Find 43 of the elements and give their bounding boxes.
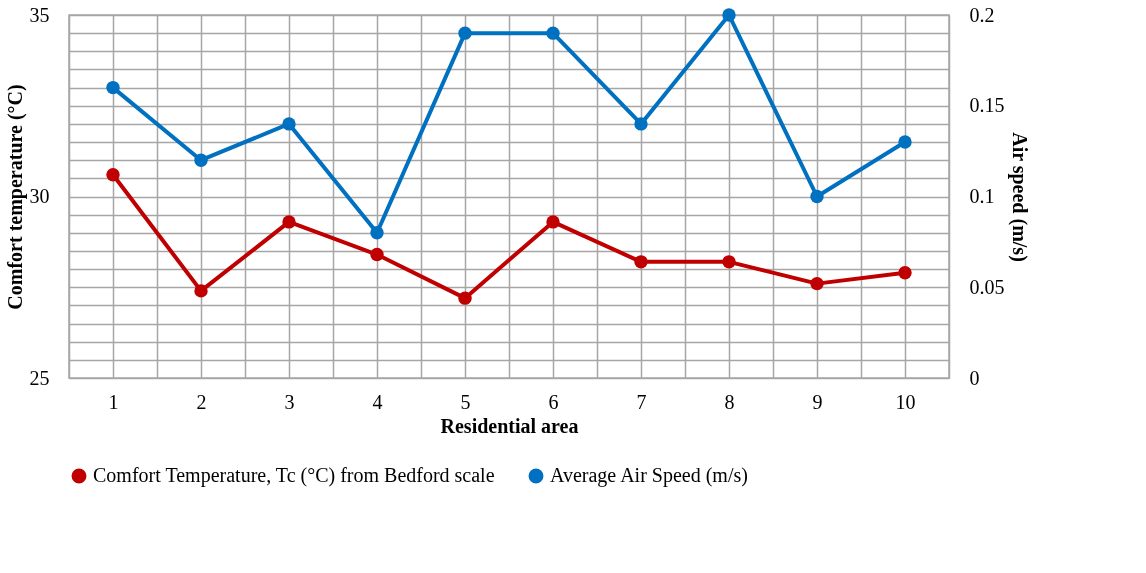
legend-label: Comfort Temperature, Tc (°C) from Bedford scale	[93, 464, 495, 487]
y-tick-label: 35	[29, 3, 50, 26]
point	[194, 284, 208, 298]
y-axis-title: Comfort temperature (°C)	[3, 84, 27, 310]
point	[722, 255, 736, 269]
y2-tick-label: 0	[969, 366, 980, 389]
point	[898, 266, 912, 280]
point	[458, 291, 472, 305]
x-tick-label: 10	[895, 390, 916, 413]
point	[282, 117, 296, 131]
point	[546, 26, 560, 40]
y2-tick-label: 0.2	[969, 3, 995, 26]
x-tick-label: 1	[108, 390, 119, 413]
point	[546, 215, 560, 229]
x-tick-label: 6	[548, 390, 559, 413]
x-tick-label: 7	[636, 390, 647, 413]
x-tick-label: 4	[372, 390, 383, 413]
point	[106, 80, 120, 95]
x-axis-title: Residential area	[440, 414, 579, 437]
x-tick-label: 3	[284, 390, 295, 413]
x-tick-label: 8	[724, 390, 735, 413]
y2-tick-label: 0.1	[969, 185, 995, 207]
point	[810, 189, 824, 204]
point	[370, 247, 384, 262]
x-tick-label: 9	[812, 390, 823, 413]
point	[634, 255, 648, 269]
point	[458, 26, 472, 40]
y2-axis-title: Air speed (m/s)	[1007, 132, 1031, 262]
y2-tick-label: 0.05	[969, 275, 1005, 298]
point	[810, 276, 824, 291]
legend-label: Average Air Speed (m/s)	[550, 464, 748, 487]
point	[194, 153, 208, 167]
y-tick-label: 30	[29, 185, 50, 207]
point	[106, 168, 120, 182]
x-tick-label: 2	[196, 390, 207, 413]
x-tick-label: 5	[460, 390, 471, 413]
y2-tick-label: 0.15	[969, 94, 1005, 117]
point	[282, 215, 296, 229]
point	[370, 226, 384, 240]
y-tick-label: 25	[29, 366, 50, 389]
point	[722, 8, 736, 22]
point	[898, 135, 912, 149]
point	[634, 117, 648, 131]
